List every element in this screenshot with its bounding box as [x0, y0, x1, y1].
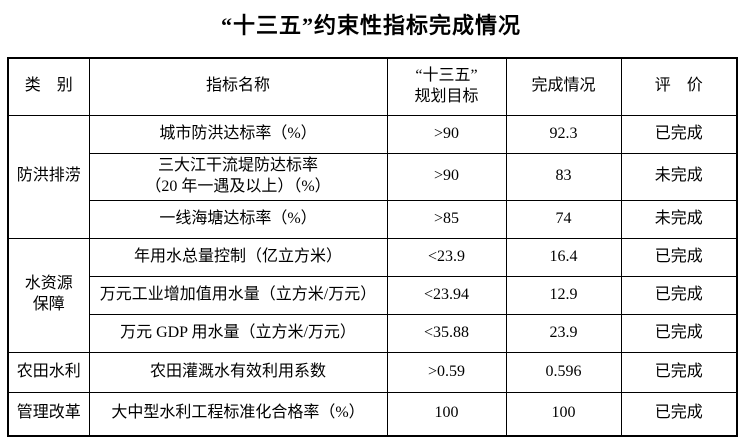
indicator-cell: 三大江干流堤防达标率 （20 年一遇及以上）（%）	[88, 152, 388, 201]
indicator-cell: 万元工业增加值用水量（立方米/万元）	[88, 275, 388, 315]
table-row: 万元工业增加值用水量（立方米/万元） <23.94 12.9 已完成	[8, 275, 738, 315]
target-cell: <23.94	[386, 275, 507, 315]
page-title: “十三五”约束性指标完成情况	[220, 13, 521, 38]
table-row: 管理改革 大中型水利工程标准化合格率（%） 100 100 已完成	[7, 391, 738, 437]
table-row: 一线海塘达标率（%） >85 74 未完成	[8, 199, 738, 239]
table-header-row: 类 别 指标名称 “十三五” 规划目标 完成情况 评 价	[7, 57, 738, 116]
target-cell: >90	[386, 114, 507, 154]
indicator-cell: 万元 GDP 用水量（立方米/万元）	[88, 313, 388, 353]
target-cell: <23.9	[386, 237, 507, 277]
header-indicator: 指标名称	[88, 57, 388, 116]
category-cell-farmland: 农田水利	[7, 351, 90, 393]
completion-cell: 100	[505, 391, 622, 437]
table-row: 三大江干流堤防达标率 （20 年一遇及以上）（%） >90 83 未完成	[8, 152, 738, 201]
indicator-cell: 农田灌溉水有效利用系数	[88, 351, 388, 393]
target-cell: >0.59	[386, 351, 507, 393]
table-row: 防洪排涝 城市防洪达标率（%） >90 92.3 已完成	[7, 114, 738, 239]
table-row: 万元 GDP 用水量（立方米/万元） <35.88 23.9 已完成	[8, 313, 738, 353]
indicator-cell: 大中型水利工程标准化合格率（%）	[88, 391, 388, 437]
evaluation-cell: 已完成	[620, 351, 738, 393]
target-cell: >90	[386, 152, 507, 201]
indicator-cell: 年用水总量控制（亿立方米）	[88, 237, 388, 277]
completion-cell: 23.9	[505, 313, 622, 353]
evaluation-cell: 未完成	[620, 152, 738, 201]
category-cell-water: 水资源 保障	[7, 237, 90, 353]
category-cell-management: 管理改革	[7, 391, 90, 437]
completion-cell: 0.596	[505, 351, 622, 393]
evaluation-cell: 已完成	[620, 275, 738, 315]
completion-cell: 83	[505, 152, 622, 201]
table-row: 农田水利 农田灌溉水有效利用系数 >0.59 0.596 已完成	[7, 351, 738, 393]
target-cell: >85	[386, 199, 507, 239]
completion-cell: 16.4	[505, 237, 622, 277]
evaluation-cell: 已完成	[620, 237, 738, 277]
evaluation-cell: 未完成	[620, 199, 738, 239]
table-row: 水资源 保障 年用水总量控制（亿立方米） <23.9 16.4 已完成	[7, 237, 738, 353]
completion-cell: 92.3	[505, 114, 622, 154]
evaluation-cell: 已完成	[620, 313, 738, 353]
completion-cell: 12.9	[505, 275, 622, 315]
header-category: 类 别	[7, 57, 90, 116]
indicator-cell: 城市防洪达标率（%）	[88, 114, 388, 154]
header-completion: 完成情况	[505, 57, 622, 116]
evaluation-cell: 已完成	[620, 114, 738, 154]
header-target: “十三五” 规划目标	[386, 57, 507, 116]
category-cell-flood: 防洪排涝	[7, 114, 90, 239]
indicators-table: 类 别 指标名称 “十三五” 规划目标 完成情况 评 价 防洪排涝 城市防洪达标…	[7, 57, 738, 437]
completion-cell: 74	[505, 199, 622, 239]
header-evaluation: 评 价	[620, 57, 738, 116]
evaluation-cell: 已完成	[620, 391, 738, 437]
indicator-cell: 一线海塘达标率（%）	[88, 199, 388, 239]
target-cell: <35.88	[386, 313, 507, 353]
target-cell: 100	[386, 391, 507, 437]
